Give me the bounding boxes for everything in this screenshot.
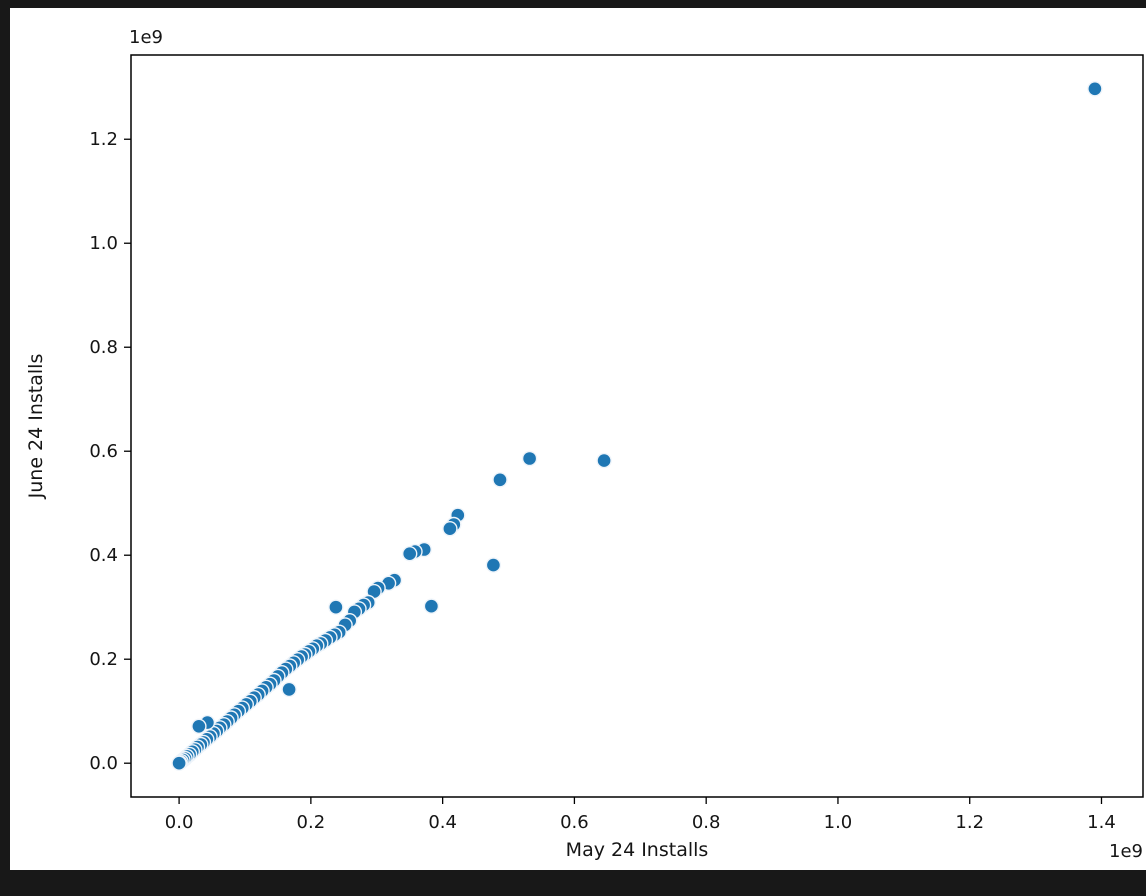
x-tick-label: 1.2 [955, 812, 984, 833]
x-tick-label: 0.4 [428, 812, 457, 833]
scatter-point [1087, 81, 1103, 97]
scatter-point [521, 450, 538, 467]
scatter-point [281, 681, 297, 698]
axes-spines [130, 54, 1144, 798]
x-tick-label: 1.4 [1087, 812, 1116, 833]
y-axis-offset-text: 1e9 [129, 27, 163, 48]
scatter-point [442, 521, 458, 537]
x-tick-label: 0.0 [165, 812, 194, 833]
y-tick-label: 1.2 [89, 129, 118, 150]
matplotlib-figure: 0.0 0.2 0.4 0.6 0.8 1.0 1.2 1.4 0.0 0.2 0.4 0.6 0.8 1… [10, 8, 1146, 870]
y-tick-label: 0.8 [89, 337, 118, 358]
scatter-point [191, 718, 207, 734]
scatter-point [485, 557, 502, 573]
x-tick-label: 0.2 [297, 812, 326, 833]
x-tick-label: 1.0 [824, 812, 853, 833]
scatter-point [402, 546, 418, 562]
scatter-plot: 0.0 0.2 0.4 0.6 0.8 1.0 1.2 1.4 0.0 0.2 0.4 0.6 0.8 1… [89, 54, 1144, 833]
scatter-point [171, 755, 187, 771]
x-tick-label: 0.6 [560, 812, 589, 833]
y-tick-label: 1.0 [89, 233, 118, 254]
y-tick-label: 0.4 [89, 545, 118, 566]
y-tick-label: 0.6 [89, 441, 118, 462]
y-tick-label: 0.0 [89, 753, 118, 774]
x-axis-label: May 24 Installs [565, 839, 709, 861]
x-axis-offset-text: 1e9 [1109, 841, 1143, 862]
scatter-point [423, 598, 440, 614]
scatter-point [596, 452, 612, 469]
scatter-point [328, 599, 344, 615]
x-tick-label: 0.8 [692, 812, 721, 833]
scatter-point [492, 472, 508, 488]
y-axis-label: June 24 Installs [25, 353, 47, 499]
y-tick-label: 0.2 [89, 649, 118, 670]
